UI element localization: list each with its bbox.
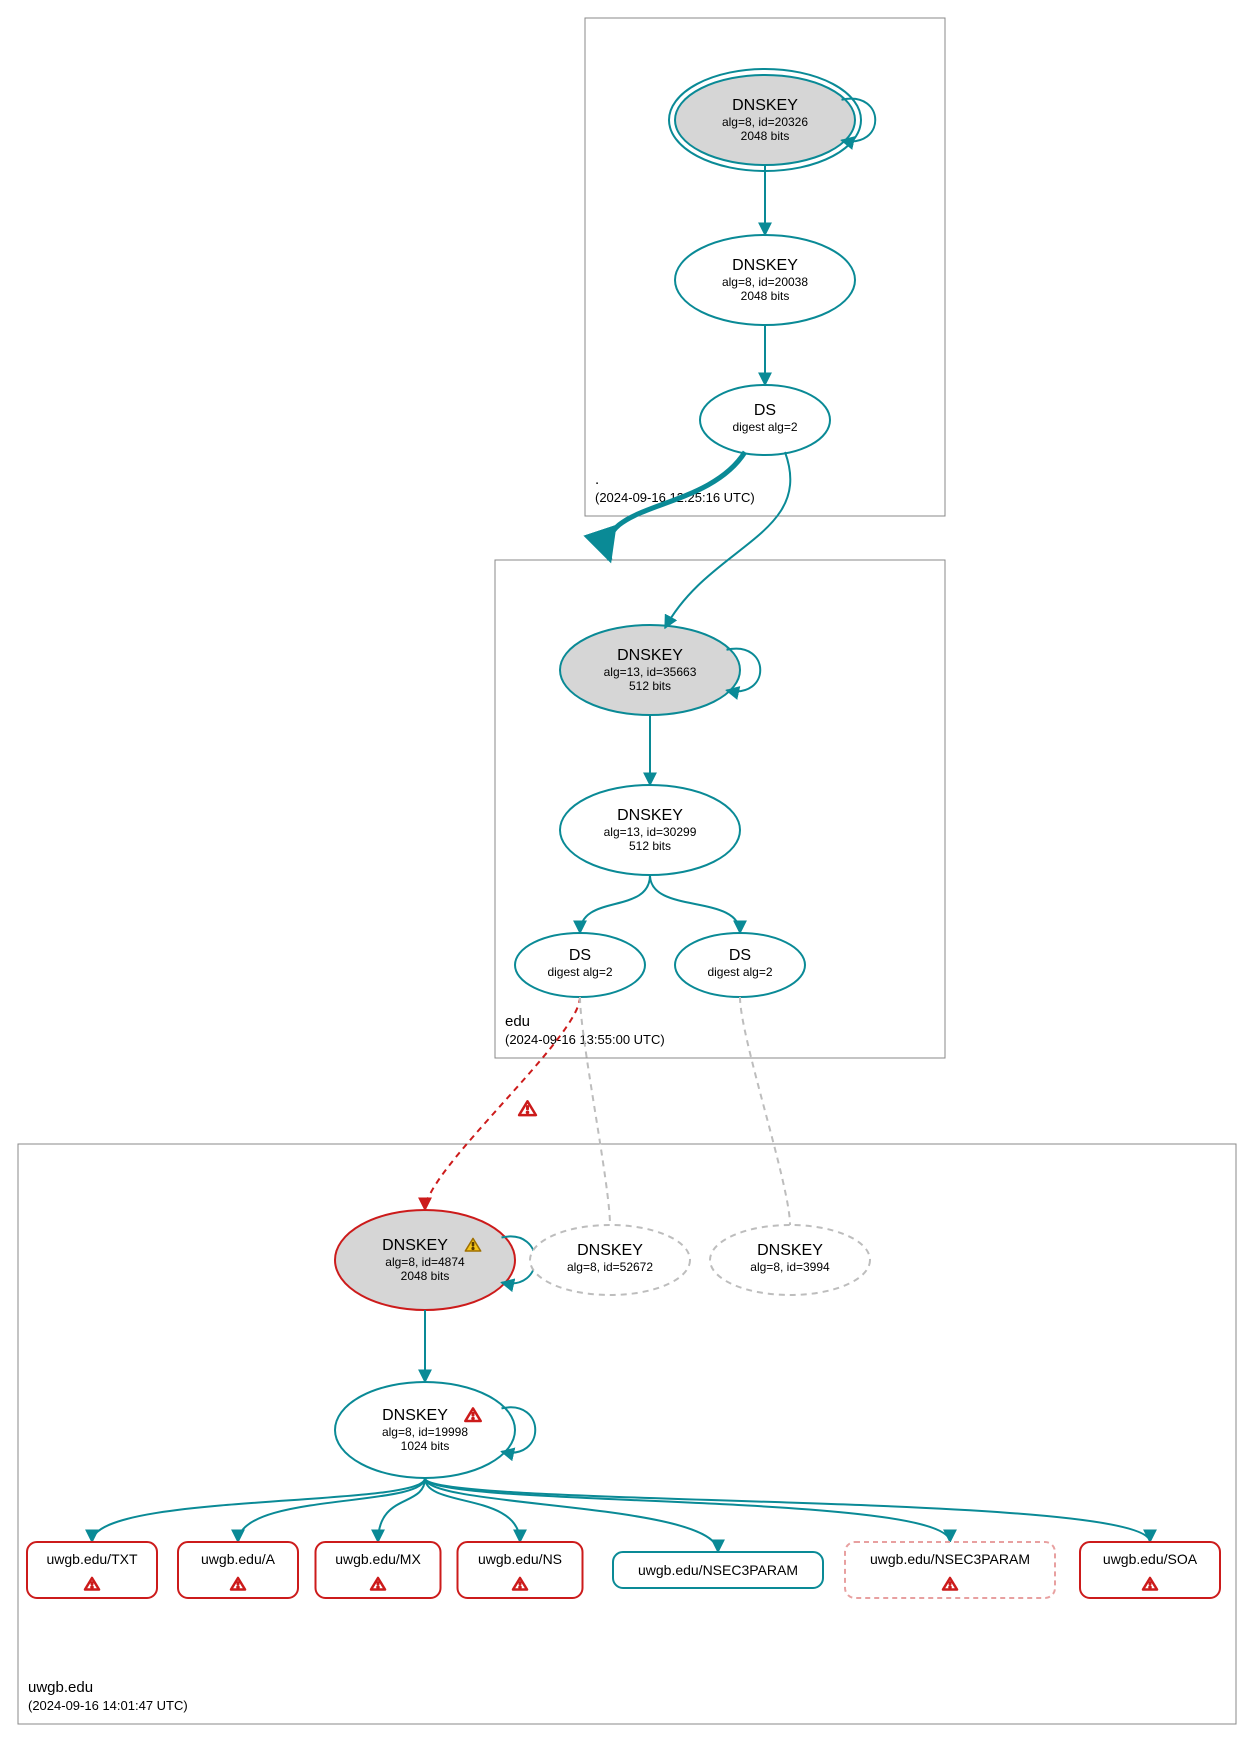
zone-timestamp-uwgb: (2024-09-16 14:01:47 UTC) (28, 1698, 188, 1713)
node-root_ds: DSdigest alg=2 (700, 385, 830, 455)
edge-5 (580, 875, 650, 933)
rr-label-1: uwgb.edu/A (201, 1551, 276, 1567)
svg-text:512 bits: 512 bits (629, 839, 671, 853)
svg-text:DNSKEY: DNSKEY (382, 1237, 448, 1254)
node-uwgb_ghost2: DNSKEYalg=8, id=3994 (710, 1225, 870, 1295)
rr-label-4: uwgb.edu/NSEC3PARAM (638, 1562, 798, 1578)
svg-text:DS: DS (729, 947, 751, 964)
node-uwgb_zsk: DNSKEYalg=8, id=199981024 bits (335, 1382, 535, 1478)
edge-rr-0 (92, 1478, 425, 1542)
rr-label-5: uwgb.edu/NSEC3PARAM (870, 1551, 1030, 1567)
edge-rr-1 (238, 1478, 425, 1542)
svg-text:512 bits: 512 bits (629, 679, 671, 693)
svg-text:DNSKEY: DNSKEY (577, 1242, 643, 1259)
edge-rr-5 (425, 1478, 950, 1542)
svg-text:DS: DS (754, 402, 776, 419)
rr-label-2: uwgb.edu/MX (335, 1551, 421, 1567)
svg-text:DNSKEY: DNSKEY (382, 1407, 448, 1424)
edge-2 (608, 452, 745, 560)
node-root_ksk: DNSKEYalg=8, id=203262048 bits (669, 69, 875, 171)
node-edu_zsk: DNSKEYalg=13, id=30299512 bits (560, 785, 740, 875)
svg-text:alg=8, id=20038: alg=8, id=20038 (722, 275, 808, 289)
node-edu_ksk: DNSKEYalg=13, id=35663512 bits (560, 625, 760, 715)
rr-label-6: uwgb.edu/SOA (1103, 1551, 1198, 1567)
edge-9 (740, 997, 790, 1225)
node-uwgb_ksk: DNSKEYalg=8, id=48742048 bits (335, 1210, 535, 1310)
svg-text:alg=8, id=20326: alg=8, id=20326 (722, 115, 808, 129)
svg-text:alg=13, id=30299: alg=13, id=30299 (604, 825, 697, 839)
svg-text:digest alg=2: digest alg=2 (547, 965, 612, 979)
svg-text:DNSKEY: DNSKEY (617, 807, 683, 824)
rr-label-3: uwgb.edu/NS (478, 1551, 562, 1567)
svg-text:digest alg=2: digest alg=2 (732, 420, 797, 434)
zone-label-edu: edu (505, 1013, 530, 1030)
node-root_zsk: DNSKEYalg=8, id=200382048 bits (675, 235, 855, 325)
node-edu_ds2: DSdigest alg=2 (675, 933, 805, 997)
edge-3 (665, 452, 790, 628)
node-edu_ds1: DSdigest alg=2 (515, 933, 645, 997)
edge-rr-6 (425, 1478, 1150, 1542)
svg-text:alg=8, id=52672: alg=8, id=52672 (567, 1260, 653, 1274)
svg-text:DNSKEY: DNSKEY (757, 1242, 823, 1259)
svg-text:alg=8, id=4874: alg=8, id=4874 (385, 1255, 465, 1269)
zone-label-uwgb: uwgb.edu (28, 1679, 93, 1696)
svg-text:1024 bits: 1024 bits (401, 1439, 450, 1453)
rr-label-0: uwgb.edu/TXT (46, 1551, 137, 1567)
svg-text:DNSKEY: DNSKEY (732, 257, 798, 274)
svg-text:DS: DS (569, 947, 591, 964)
svg-text:alg=8, id=3994: alg=8, id=3994 (750, 1260, 830, 1274)
edge-7-warn-icon (519, 1101, 536, 1115)
svg-text:DNSKEY: DNSKEY (617, 647, 683, 664)
svg-text:2048 bits: 2048 bits (741, 289, 790, 303)
svg-text:DNSKEY: DNSKEY (732, 97, 798, 114)
svg-text:alg=8, id=19998: alg=8, id=19998 (382, 1425, 468, 1439)
node-uwgb_ghost1: DNSKEYalg=8, id=52672 (530, 1225, 690, 1295)
svg-text:digest alg=2: digest alg=2 (707, 965, 772, 979)
svg-text:2048 bits: 2048 bits (401, 1269, 450, 1283)
svg-text:alg=13, id=35663: alg=13, id=35663 (604, 665, 697, 679)
svg-text:2048 bits: 2048 bits (741, 129, 790, 143)
zone-label-root: . (595, 471, 599, 488)
edge-6 (650, 875, 740, 933)
edge-7 (425, 997, 580, 1210)
